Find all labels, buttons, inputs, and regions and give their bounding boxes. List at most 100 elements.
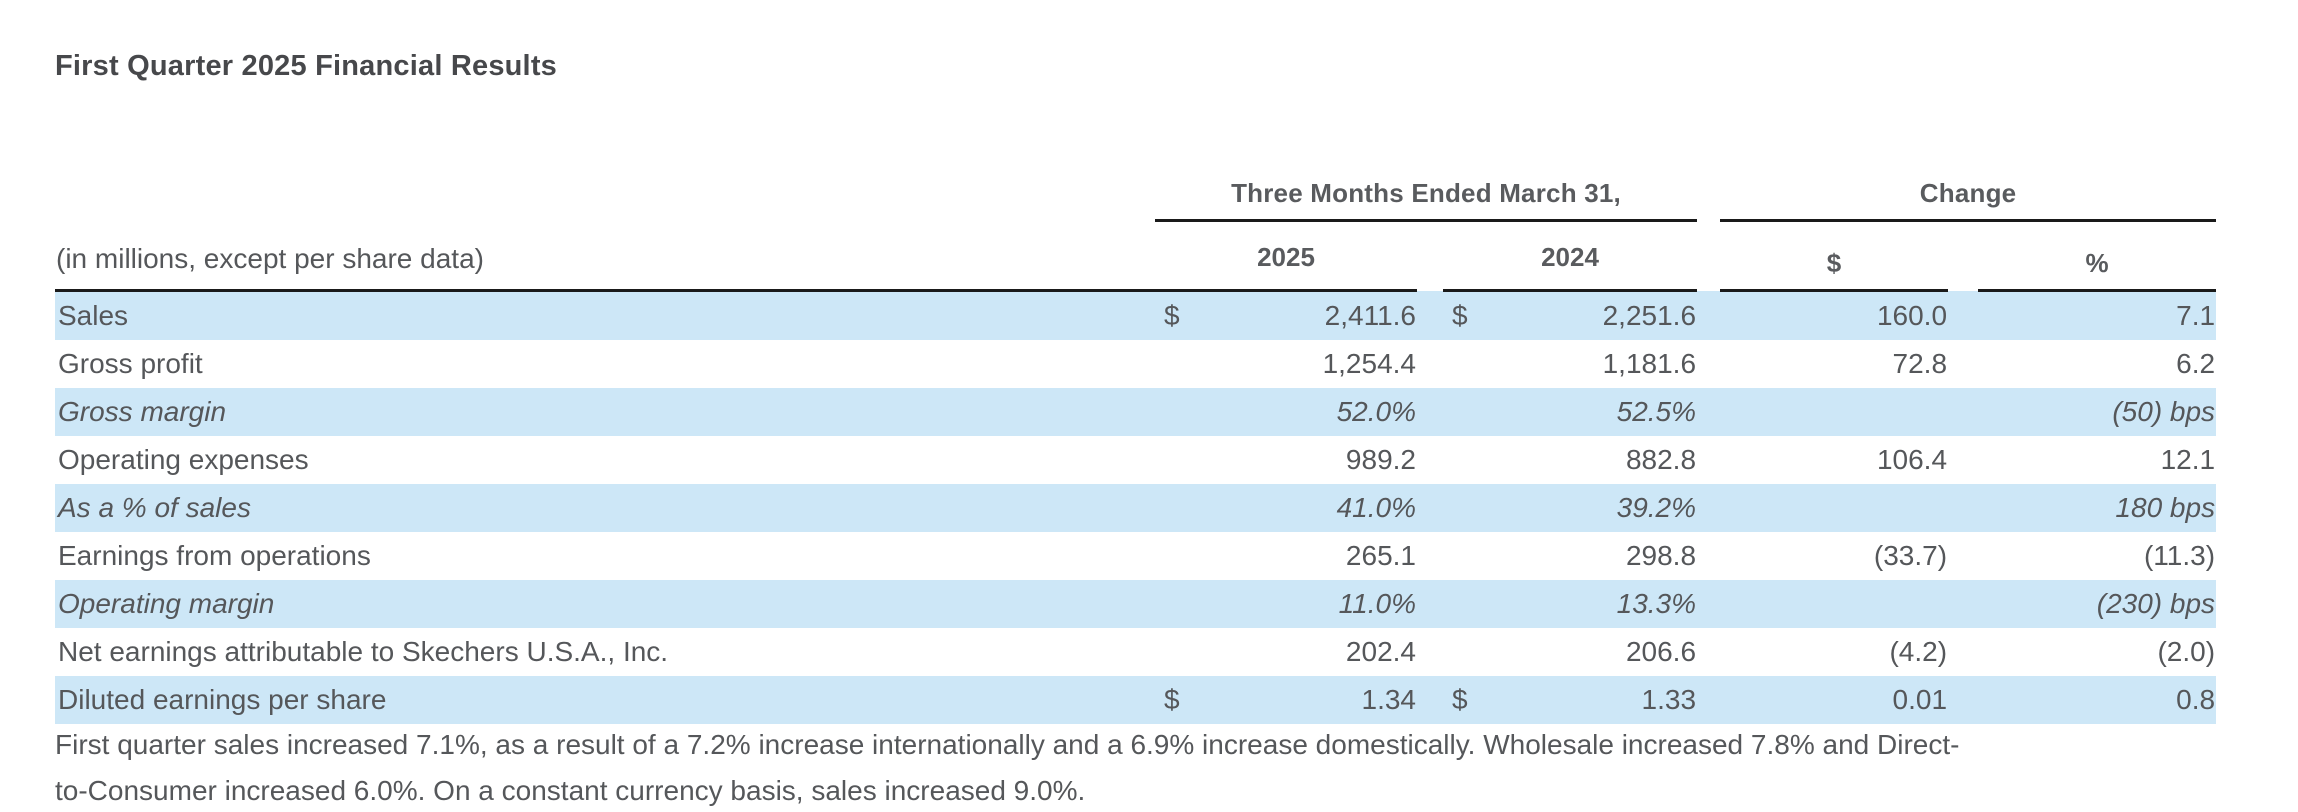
row-label: Gross margin bbox=[55, 388, 1155, 436]
table-row: Operating expenses 989.2 882.8 106.4 12.1 bbox=[55, 436, 2216, 484]
financial-results-table: Three Months Ended March 31, Change (in … bbox=[55, 163, 2217, 724]
change-dollar-value bbox=[1720, 484, 1949, 532]
currency-symbol: $ bbox=[1452, 684, 1468, 715]
group-header-spacer bbox=[55, 163, 1155, 221]
column-gap bbox=[1697, 580, 1721, 628]
cell-value: 298.8 bbox=[1625, 540, 1697, 571]
change-percent-value: 7.1 bbox=[1978, 290, 2217, 340]
change-percent-value: 6.2 bbox=[2176, 348, 2216, 379]
column-gap bbox=[1948, 290, 1979, 340]
column-gap bbox=[1417, 532, 1443, 580]
column-gap bbox=[1948, 436, 1978, 484]
change-percent-value: 0.8 bbox=[1978, 676, 2217, 724]
unit-note: (in millions, except per share data) bbox=[55, 220, 1155, 292]
column-gap bbox=[1697, 340, 1720, 388]
table-row: Gross margin 52.0% 52.5% (50) bps bbox=[55, 388, 2217, 436]
column-gap bbox=[1417, 290, 1443, 340]
commentary-line: First quarter sales increased 7.1%, as a… bbox=[55, 729, 1960, 760]
value-2024: 13.3% bbox=[1443, 580, 1698, 628]
cell-value: 2,251.6 bbox=[1602, 300, 1697, 331]
column-gap bbox=[1948, 484, 1979, 532]
change-dollar-value bbox=[1720, 580, 1949, 628]
change-dollar-value: 106.4 bbox=[1876, 444, 1948, 475]
value-2025: 52.0% bbox=[1155, 388, 1417, 436]
column-gap bbox=[1417, 628, 1443, 676]
cell-value: 1,181.6 bbox=[1602, 348, 1697, 379]
row-label: Net earnings attributable to Skechers U.… bbox=[58, 636, 669, 667]
group-header-gap bbox=[1697, 163, 1720, 221]
table-row: Net earnings attributable to Skechers U.… bbox=[55, 628, 2216, 676]
column-gap bbox=[1417, 436, 1443, 484]
column-gap bbox=[1417, 388, 1443, 436]
column-gap bbox=[1697, 532, 1720, 580]
value-2025: 41.0% bbox=[1155, 484, 1417, 532]
value-2024: 1,181.6 bbox=[1443, 340, 1697, 388]
change-dollar-value bbox=[1720, 388, 1949, 436]
row-label: Sales bbox=[55, 290, 1155, 340]
column-header-row: (in millions, except per share data) 202… bbox=[55, 220, 2217, 292]
page-title: First Quarter 2025 Financial Results bbox=[55, 50, 557, 82]
cell-value: 13.3% bbox=[1616, 588, 1697, 619]
column-gap bbox=[1948, 340, 1978, 388]
cell-value: 39.2% bbox=[1616, 492, 1697, 523]
table-row: Operating margin 11.0% 13.3% (230) bps bbox=[55, 580, 2217, 628]
column-gap bbox=[1697, 676, 1721, 724]
column-header-change-dollar: $ bbox=[1720, 220, 1949, 292]
commentary-line: to-Consumer increased 6.0%. On a constan… bbox=[55, 775, 1086, 806]
change-dollar-value: (4.2) bbox=[1889, 636, 1948, 667]
cell-value: 1.34 bbox=[1361, 684, 1417, 715]
column-header-change-percent: % bbox=[1978, 220, 2217, 292]
change-dollar-value: 160.0 bbox=[1720, 290, 1949, 340]
cell-value: 202.4 bbox=[1345, 636, 1416, 667]
cell-value: 41.0% bbox=[1336, 492, 1416, 523]
row-label: Earnings from operations bbox=[58, 540, 371, 571]
column-gap bbox=[1417, 340, 1443, 388]
column-gap bbox=[1697, 436, 1720, 484]
column-gap bbox=[1948, 628, 1978, 676]
currency-symbol: $ bbox=[1164, 684, 1180, 715]
column-header-2025: 2025 bbox=[1155, 220, 1417, 292]
cell-value: 52.5% bbox=[1616, 396, 1697, 427]
column-gap bbox=[1417, 221, 1443, 291]
change-dollar-value: (33.7) bbox=[1873, 540, 1948, 571]
group-header-period: Three Months Ended March 31, bbox=[1155, 163, 1698, 222]
value-2025: $1.34 bbox=[1155, 676, 1417, 724]
currency-symbol: $ bbox=[1164, 300, 1180, 331]
value-2025: 202.4 bbox=[1155, 628, 1417, 676]
cell-value: 989.2 bbox=[1345, 444, 1416, 475]
change-dollar-value: 0.01 bbox=[1720, 676, 1949, 724]
table-row: As a % of sales 41.0% 39.2% 180 bps bbox=[55, 484, 2217, 532]
cell-value: 882.8 bbox=[1625, 444, 1697, 475]
table-row: Earnings from operations 265.1 298.8 (33.7)… bbox=[55, 532, 2216, 580]
change-percent-value: 180 bps bbox=[1978, 484, 2217, 532]
value-2025: 11.0% bbox=[1155, 580, 1417, 628]
change-dollar-value: 72.8 bbox=[1892, 348, 1948, 379]
row-label: Operating expenses bbox=[58, 444, 309, 475]
change-percent-value: 12.1 bbox=[2160, 444, 2216, 475]
column-gap bbox=[1948, 580, 1979, 628]
value-2025: $2,411.6 bbox=[1155, 290, 1417, 340]
change-percent-value: (50) bps bbox=[1978, 388, 2217, 436]
cell-value: 11.0% bbox=[1338, 588, 1416, 619]
group-header-change: Change bbox=[1720, 163, 2217, 222]
column-gap bbox=[1417, 580, 1443, 628]
value-2024: 52.5% bbox=[1443, 388, 1698, 436]
column-gap bbox=[1417, 484, 1443, 532]
cell-value: 1.33 bbox=[1641, 684, 1697, 715]
row-label: As a % of sales bbox=[55, 484, 1155, 532]
column-gap bbox=[1417, 676, 1443, 724]
value-2024: 206.6 bbox=[1443, 628, 1697, 676]
value-2024: 39.2% bbox=[1443, 484, 1698, 532]
column-gap bbox=[1948, 532, 1978, 580]
value-2024: 298.8 bbox=[1443, 532, 1697, 580]
value-2025: 989.2 bbox=[1155, 436, 1417, 484]
row-label: Diluted earnings per share bbox=[55, 676, 1155, 724]
change-percent-value: (2.0) bbox=[2157, 636, 2216, 667]
value-2024: $1.33 bbox=[1443, 676, 1698, 724]
table-row: Sales $2,411.6 $2,251.6 160.0 7.1 bbox=[55, 290, 2217, 340]
change-percent-value: (230) bps bbox=[1978, 580, 2217, 628]
cell-value: 265.1 bbox=[1345, 540, 1416, 571]
row-label: Operating margin bbox=[55, 580, 1155, 628]
table-row: Gross profit 1,254.4 1,181.6 72.8 6.2 bbox=[55, 340, 2216, 388]
